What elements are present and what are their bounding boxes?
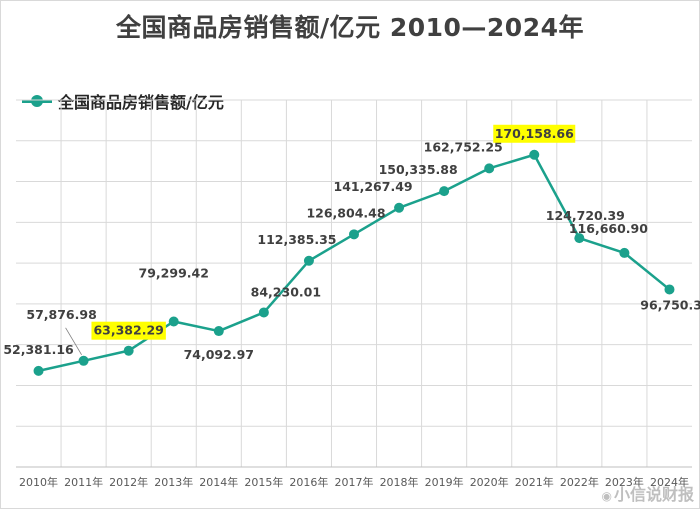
x-tick-label: 2013年 — [154, 475, 193, 489]
x-tick-label: 2021年 — [515, 475, 554, 489]
legend: 全国商品房销售额/亿元 — [22, 91, 224, 112]
data-point — [213, 326, 224, 337]
x-tick-label: 2015年 — [244, 475, 283, 489]
data-point — [439, 186, 450, 197]
watermark-text: 小信说财报 — [613, 485, 694, 504]
data-label: 84,230.01 — [251, 284, 321, 299]
x-tick-label: 2016年 — [289, 475, 328, 489]
x-tick-label: 2017年 — [335, 475, 374, 489]
data-label: 170,158.66 — [495, 126, 574, 141]
x-tick-label: 2022年 — [560, 475, 599, 489]
weibo-icon: ◉ — [601, 489, 612, 503]
data-point — [394, 202, 405, 213]
data-label: 74,092.97 — [184, 347, 254, 362]
watermark: ◉ 小信说财报 — [602, 481, 695, 505]
data-label: 79,299.42 — [139, 265, 209, 280]
x-tick-label: 2019年 — [425, 475, 464, 489]
label-leader-line — [65, 327, 82, 355]
data-point — [529, 149, 540, 160]
data-label: 150,335.88 — [379, 162, 458, 177]
data-point — [123, 345, 134, 356]
x-tick-label: 2010年 — [19, 475, 58, 489]
data-label: 63,382.29 — [93, 323, 163, 338]
data-label: 96,750.33 — [640, 297, 700, 312]
x-tick-label: 2014年 — [199, 475, 238, 489]
x-tick-label: 2018年 — [380, 475, 419, 489]
x-tick-label: 2011年 — [64, 475, 103, 489]
data-point — [33, 365, 44, 376]
x-tick-label: 2024年 — [650, 475, 689, 489]
data-label: 141,267.49 — [334, 179, 413, 194]
chart-title: 全国商品房销售额/亿元 2010—2024年 — [116, 13, 584, 42]
data-point — [484, 163, 495, 174]
data-point — [303, 255, 314, 266]
data-point — [78, 355, 89, 366]
legend-marker — [22, 91, 52, 111]
data-point — [349, 229, 359, 240]
data-label: 126,804.48 — [306, 205, 385, 220]
data-point — [258, 307, 269, 318]
x-tick-label: 2023年 — [605, 475, 644, 489]
data-point — [619, 247, 630, 258]
x-tick-label: 2020年 — [470, 475, 509, 489]
data-label: 57,876.98 — [26, 307, 96, 322]
legend-label: 全国商品房销售额/亿元 — [58, 93, 224, 112]
x-tick-label: 2012年 — [109, 475, 148, 489]
data-label: 162,752.25 — [424, 139, 503, 154]
data-point — [574, 233, 585, 244]
label-highlight — [91, 321, 166, 340]
data-point — [168, 316, 179, 327]
data-point — [664, 284, 675, 295]
data-label: 116,660.90 — [569, 221, 648, 236]
data-label: 112,385.35 — [257, 232, 336, 247]
data-label: 124,720.39 — [546, 208, 625, 223]
data-label: 52,381.16 — [3, 342, 74, 357]
label-highlight — [493, 124, 576, 143]
